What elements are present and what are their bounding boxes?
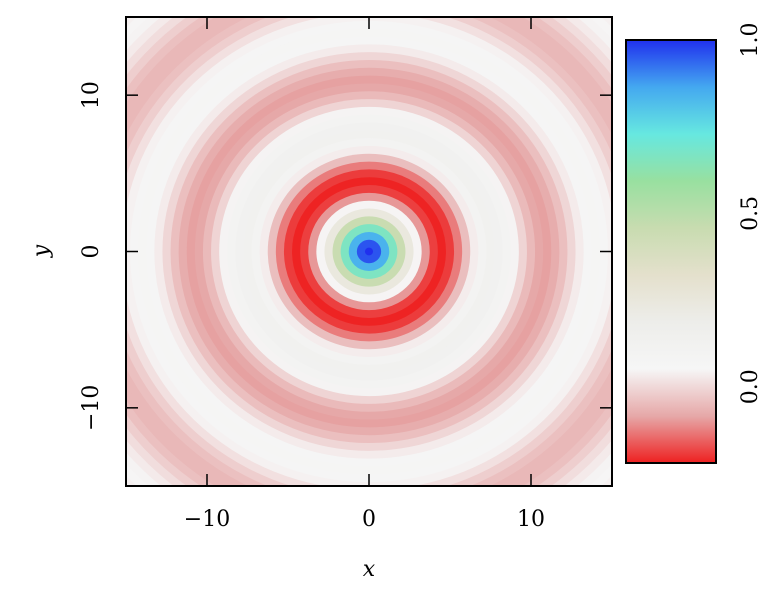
colorbar-tick-label: 1.0 [738,23,763,58]
x-axis-label: x [363,557,376,582]
axes: −10 0 10 −10 0 10 0.0 0.5 1.0 [79,17,763,532]
y-tick-label: 0 [79,245,104,259]
heatmap-ring [364,247,374,256]
y-axis-label: y [29,244,54,258]
y-tick-label: −10 [79,385,104,431]
colorbar-tick-label: 0.0 [738,369,763,404]
x-tick-label: 0 [362,507,376,532]
x-tick-label: 10 [517,507,545,532]
plot-frame [125,16,613,487]
heatmap [126,17,612,486]
y-tick-label: 10 [79,81,104,109]
colorbar [625,39,717,464]
colorbar-tick-label: 0.5 [738,196,763,231]
x-tick-label: −10 [184,507,230,532]
